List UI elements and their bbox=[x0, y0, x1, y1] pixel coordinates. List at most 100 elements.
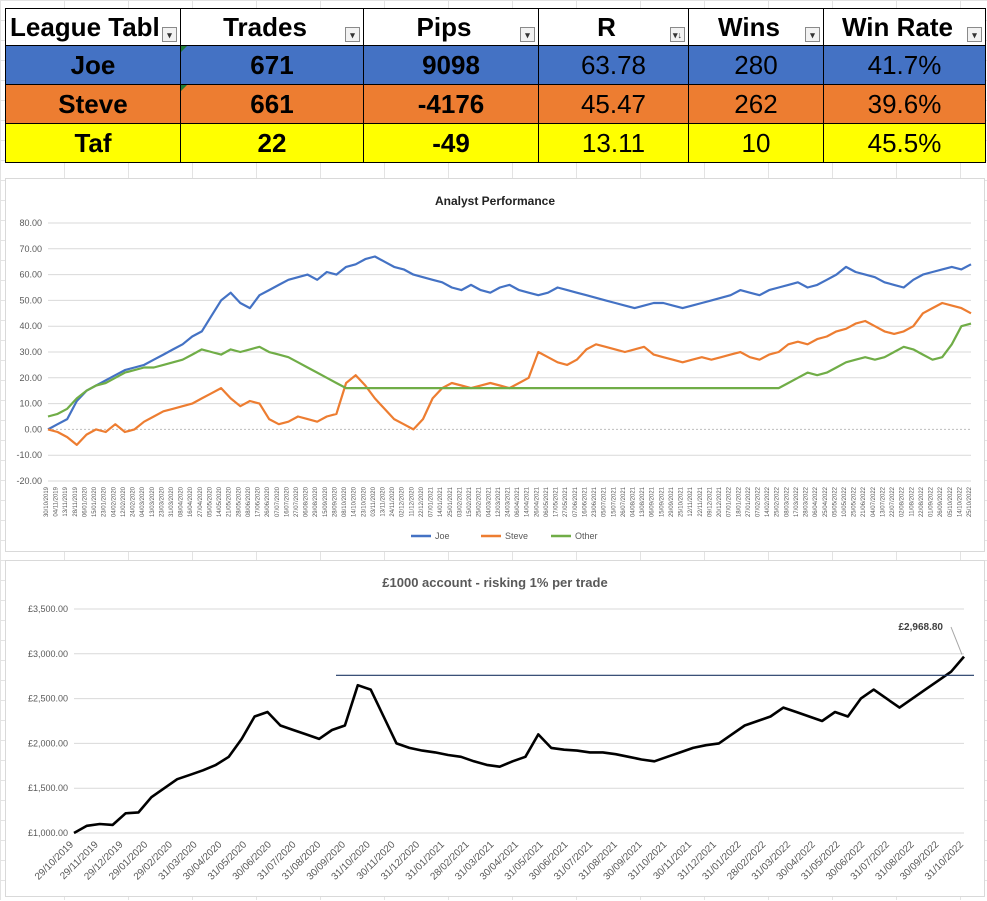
filter-dropdown-icon[interactable]: ▾ bbox=[345, 27, 360, 42]
cell-name[interactable]: Joe bbox=[5, 45, 181, 85]
cell-r[interactable]: 45.47 bbox=[538, 84, 689, 124]
col-header-r-label: R bbox=[597, 11, 616, 42]
y-tick-label: £3,000.00 bbox=[28, 649, 68, 659]
x-tick-label: 01/09/2022 bbox=[929, 486, 935, 517]
x-tick-label: 06/04/2022 bbox=[813, 486, 819, 517]
cell-pips[interactable]: -4176 bbox=[363, 84, 539, 124]
x-tick-label: 24/11/2020 bbox=[390, 486, 396, 516]
x-tick-label: 24/03/2021 bbox=[506, 486, 512, 517]
x-tick-label: 23/10/2020 bbox=[361, 486, 367, 517]
x-tick-label: 04/03/2020 bbox=[140, 486, 146, 517]
x-tick-label: 12/02/2020 bbox=[121, 486, 127, 517]
x-tick-label: 28/03/2022 bbox=[804, 486, 810, 517]
account-equity-svg: £1000 account - risking 1% per trade £3,… bbox=[28, 575, 974, 883]
cell-r[interactable]: 13.11 bbox=[538, 123, 689, 163]
cell-trades-value: 661 bbox=[250, 88, 294, 119]
y-tick-label: 20.00 bbox=[19, 373, 42, 383]
sort-desc-filter-icon[interactable]: ▾↓ bbox=[670, 27, 685, 42]
cell-name[interactable]: Steve bbox=[5, 84, 181, 124]
col-header-trades: Trades ▾ bbox=[180, 8, 364, 46]
x-tick-label: 21/06/2022 bbox=[861, 486, 867, 517]
account-equity-chart[interactable]: £1000 account - risking 1% per trade £3,… bbox=[5, 560, 985, 897]
cell-win-rate[interactable]: 41.7% bbox=[823, 45, 986, 85]
x-tick-label: 12/11/2021 bbox=[688, 486, 694, 516]
series-line-equity bbox=[73, 655, 965, 835]
x-tick-label: 25/02/2022 bbox=[775, 486, 781, 517]
col-header-trades-label: Trades bbox=[223, 11, 307, 42]
filter-dropdown-icon[interactable]: ▾ bbox=[805, 27, 820, 42]
x-tick-label: 07/01/2021 bbox=[429, 486, 435, 517]
filter-dropdown-icon[interactable]: ▾ bbox=[162, 27, 177, 42]
y-tick-label: 60.00 bbox=[19, 270, 42, 280]
cell-wins[interactable]: 262 bbox=[688, 84, 824, 124]
cell-wins[interactable]: 280 bbox=[688, 45, 824, 85]
x-tick-label: 15/07/2021 bbox=[611, 486, 617, 517]
cell-win-rate[interactable]: 45.5% bbox=[823, 123, 986, 163]
cell-r[interactable]: 63.78 bbox=[538, 45, 689, 85]
table-row: Steve 661 -4176 45.47 262 39.6% bbox=[5, 84, 986, 124]
cell-wins[interactable]: 10 bbox=[688, 123, 824, 163]
x-tick-label: 14/05/2020 bbox=[217, 486, 223, 517]
col-header-pips-label: Pips bbox=[416, 11, 472, 42]
y-tick-label: £1,500.00 bbox=[28, 783, 68, 793]
x-tick-label: 03/02/2021 bbox=[457, 486, 463, 517]
x-tick-label: 22/12/2020 bbox=[419, 486, 425, 517]
x-tick-label: 25/05/2022 bbox=[852, 486, 858, 517]
x-tick-label: 13/11/2019 bbox=[63, 486, 69, 516]
y-tick-label: 0.00 bbox=[24, 424, 42, 434]
x-tick-label: 12/03/2021 bbox=[496, 486, 502, 517]
x-tick-label: 16/07/2020 bbox=[284, 486, 290, 517]
x-tick-label: 15/09/2021 bbox=[659, 486, 665, 517]
x-tick-label: 08/03/2022 bbox=[784, 486, 790, 517]
col-header-pips: Pips ▾ bbox=[363, 8, 539, 46]
x-tick-label: 14/10/2020 bbox=[352, 486, 358, 517]
x-tick-label: 13/03/2020 bbox=[150, 486, 156, 517]
x-tick-label: 16/04/2020 bbox=[188, 486, 194, 517]
col-header-wins-label: Wins bbox=[718, 11, 780, 42]
x-tick-label: 27/07/2020 bbox=[294, 486, 300, 517]
col-header-wins: Wins ▾ bbox=[688, 8, 824, 46]
x-tick-label: 14/02/2022 bbox=[765, 486, 771, 517]
y-tick-label: 80.00 bbox=[19, 218, 42, 228]
x-tick-label: 07/07/2020 bbox=[275, 486, 281, 517]
cell-pips[interactable]: 9098 bbox=[363, 45, 539, 85]
filter-dropdown-icon[interactable]: ▾ bbox=[967, 27, 982, 42]
x-tick-label: 11/08/2022 bbox=[909, 486, 915, 516]
filter-dropdown-icon[interactable]: ▾ bbox=[520, 27, 535, 42]
cell-trades[interactable]: 22 bbox=[180, 123, 364, 163]
series-line-joe bbox=[47, 255, 972, 431]
chart-title: £1000 account - risking 1% per trade bbox=[382, 575, 607, 590]
cell-win-rate[interactable]: 39.6% bbox=[823, 84, 986, 124]
table-row: Taf 22 -49 13.11 10 45.5% bbox=[5, 123, 986, 163]
y-tick-label: 70.00 bbox=[19, 244, 42, 254]
x-tick-label: 28/11/2019 bbox=[73, 486, 79, 516]
x-tick-label: 17/05/2021 bbox=[554, 486, 560, 517]
cell-trades[interactable]: 671 bbox=[180, 45, 364, 85]
x-tick-label: 06/08/2020 bbox=[304, 486, 310, 517]
error-indicator-icon bbox=[181, 85, 187, 91]
cell-trades[interactable]: 661 bbox=[180, 84, 364, 124]
x-tick-label: 28/05/2020 bbox=[236, 486, 242, 517]
x-tick-label: 22/11/2021 bbox=[698, 486, 704, 516]
x-tick-label: 23/03/2020 bbox=[159, 486, 165, 517]
cell-trades-value: 671 bbox=[250, 49, 294, 80]
col-header-win-rate-label: Win Rate bbox=[842, 11, 953, 42]
legend-label-steve: Steve bbox=[505, 531, 528, 541]
x-tick-label: 11/12/2020 bbox=[409, 486, 415, 516]
x-tick-label: 04/07/2022 bbox=[871, 486, 877, 517]
cell-name[interactable]: Taf bbox=[5, 123, 181, 163]
x-tick-label: 06/09/2021 bbox=[650, 486, 656, 517]
analyst-performance-chart[interactable]: Analyst Performance 80.00 70.00 60.00 50.00… bbox=[5, 178, 985, 552]
cell-pips[interactable]: -49 bbox=[363, 123, 539, 163]
x-tick-label: 26/06/2020 bbox=[265, 486, 271, 517]
x-tick-label: 17/06/2020 bbox=[256, 486, 262, 517]
y-tick-label: -20.00 bbox=[16, 476, 42, 486]
x-tick-label: 04/11/2019 bbox=[54, 486, 60, 516]
y-tick-label: 10.00 bbox=[19, 399, 42, 409]
table-row: Joe 671 9098 63.78 280 41.7% bbox=[5, 45, 986, 85]
x-tick-label: 25/04/2022 bbox=[823, 486, 829, 517]
analyst-performance-svg: Analyst Performance 80.00 70.00 60.00 50.00… bbox=[16, 194, 973, 541]
x-tick-label: 05/05/2020 bbox=[207, 486, 213, 517]
x-tick-label: 04/08/2021 bbox=[630, 486, 636, 517]
x-tick-label: 07/02/2022 bbox=[755, 486, 761, 517]
